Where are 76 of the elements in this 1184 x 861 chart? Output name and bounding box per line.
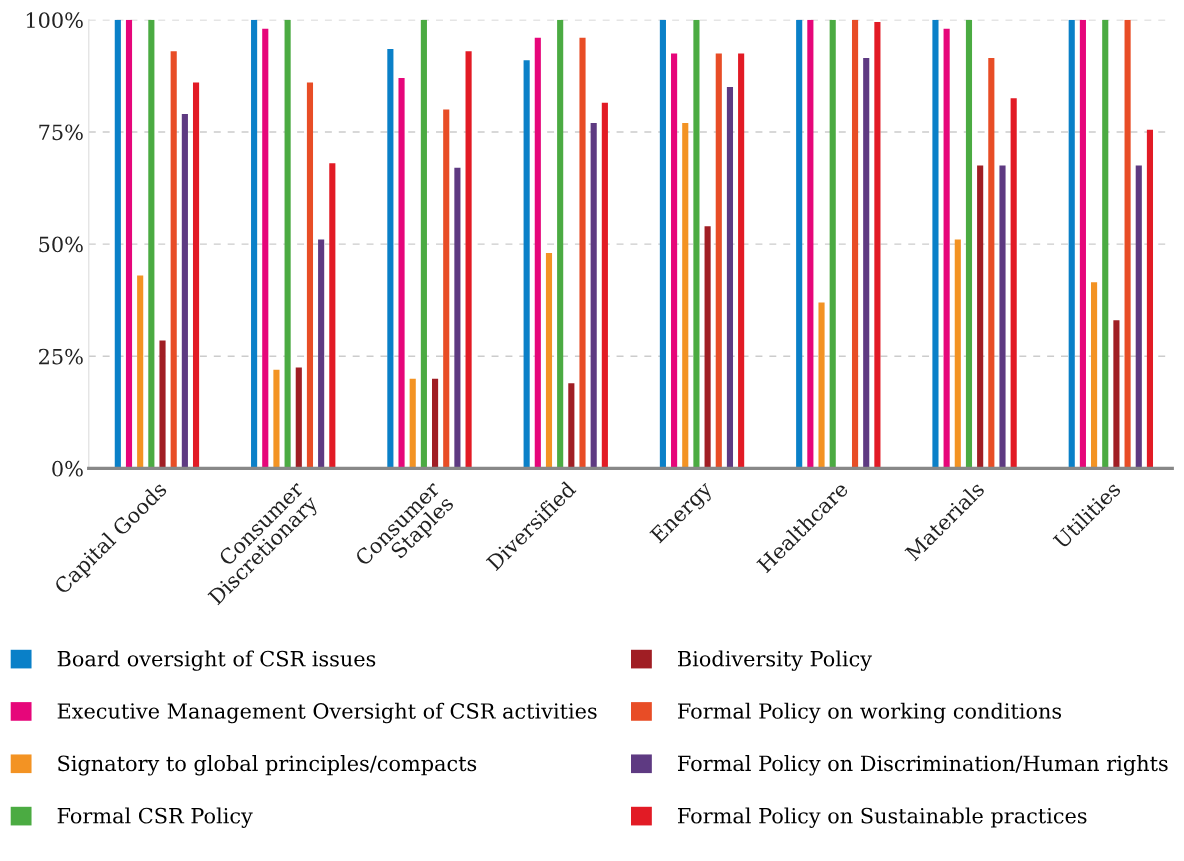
bar — [137, 275, 144, 469]
y-tick-label: 100% — [26, 12, 83, 29]
legend-label: Board oversight of CSR issues — [57, 650, 376, 671]
bar — [125, 19, 133, 469]
legend-label: Biodiversity Policy — [677, 650, 872, 671]
bar — [829, 19, 836, 469]
y-tick-label: 25% — [39, 348, 83, 365]
legend-label: Formal Policy on Sustainable practices — [677, 807, 1087, 828]
bar — [659, 19, 666, 469]
bar — [387, 48, 394, 469]
bar — [465, 51, 472, 469]
bar — [192, 82, 200, 469]
bar — [1135, 165, 1142, 469]
bar — [262, 28, 269, 469]
legend-label: Formal CSR Policy — [57, 807, 253, 828]
bar — [579, 37, 586, 469]
bar — [738, 53, 745, 469]
y-tick-label: 0% — [52, 460, 83, 477]
bar — [454, 167, 461, 469]
legend-label: Executive Management Oversight of CSR activities — [57, 702, 597, 724]
bar — [601, 102, 608, 469]
bar — [1146, 129, 1154, 469]
bar — [114, 19, 121, 469]
bar — [409, 378, 416, 469]
bar — [159, 340, 166, 469]
bar — [977, 165, 984, 469]
y-tick-label: 75% — [39, 124, 83, 141]
bar — [1124, 19, 1131, 469]
bar — [420, 19, 427, 469]
bar — [932, 19, 939, 469]
bar — [851, 19, 859, 469]
bar — [273, 369, 280, 469]
bar — [726, 87, 734, 469]
bar — [1113, 320, 1120, 469]
bar — [568, 383, 575, 469]
bar — [818, 302, 825, 469]
bar — [693, 19, 700, 469]
bar — [545, 253, 553, 469]
bar — [329, 163, 336, 469]
bar — [590, 122, 597, 469]
bar — [148, 19, 155, 469]
legend-label: Formal Policy on Discrimination/Human rights — [677, 755, 1168, 776]
bar — [318, 239, 325, 469]
bar — [443, 109, 450, 469]
y-tick-label: 50% — [39, 236, 83, 253]
bar — [523, 60, 530, 469]
bar — [1091, 282, 1098, 469]
bar — [1102, 19, 1109, 469]
bar — [170, 51, 177, 469]
bar — [432, 378, 439, 469]
bar — [534, 37, 541, 469]
bar — [954, 239, 961, 469]
bar — [1079, 19, 1086, 469]
bar — [295, 367, 302, 469]
bar — [863, 57, 870, 469]
bar — [671, 53, 678, 469]
bar — [251, 19, 258, 469]
bar — [398, 78, 405, 469]
bar — [1068, 19, 1075, 469]
legend-label: Formal Policy on working conditions — [677, 702, 1062, 724]
bar — [715, 53, 722, 469]
bar — [682, 122, 689, 469]
bar — [988, 57, 995, 469]
bar — [284, 19, 291, 469]
bar — [306, 82, 314, 469]
bar — [965, 19, 973, 469]
bar — [557, 19, 564, 469]
bar — [874, 22, 881, 469]
bar — [807, 19, 814, 469]
bar — [796, 19, 803, 469]
bar — [704, 226, 711, 469]
bar — [999, 165, 1006, 469]
legend-label: Signatory to global principles/compacts — [58, 755, 477, 776]
bar — [1010, 98, 1017, 469]
bar — [943, 28, 950, 469]
bar — [181, 114, 188, 469]
